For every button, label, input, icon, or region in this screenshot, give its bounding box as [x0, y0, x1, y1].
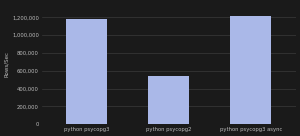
Bar — [148, 76, 189, 124]
Y-axis label: Rows/Sec: Rows/Sec — [4, 51, 9, 77]
Bar — [230, 16, 271, 124]
Bar — [66, 19, 107, 124]
